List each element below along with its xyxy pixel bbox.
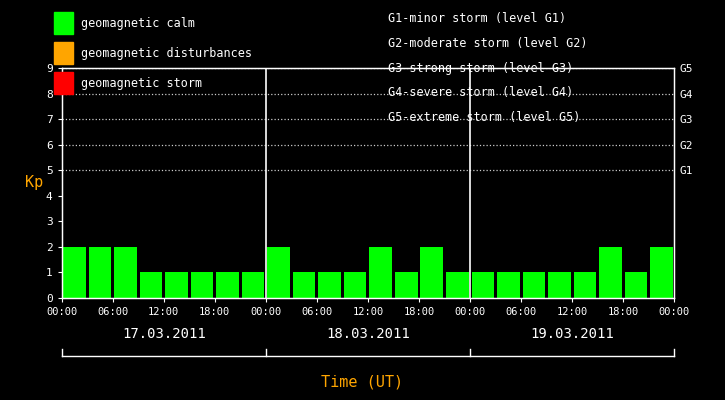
Text: G3-strong storm (level G3): G3-strong storm (level G3)	[388, 62, 573, 74]
Text: G2-moderate storm (level G2): G2-moderate storm (level G2)	[388, 37, 587, 50]
Bar	[395, 272, 418, 298]
Bar	[471, 272, 494, 298]
Text: 18.03.2011: 18.03.2011	[326, 327, 410, 341]
Bar	[676, 247, 698, 298]
Text: G5-extreme storm (level G5): G5-extreme storm (level G5)	[388, 111, 580, 124]
Text: geomagnetic calm: geomagnetic calm	[81, 16, 195, 30]
Text: 17.03.2011: 17.03.2011	[122, 327, 206, 341]
Bar	[242, 272, 265, 298]
Bar	[140, 272, 162, 298]
Bar	[191, 272, 213, 298]
Bar	[420, 247, 443, 298]
Bar	[293, 272, 315, 298]
Bar	[88, 247, 111, 298]
Text: geomagnetic disturbances: geomagnetic disturbances	[81, 46, 252, 60]
Bar	[523, 272, 545, 298]
Text: 19.03.2011: 19.03.2011	[530, 327, 614, 341]
Bar	[268, 247, 290, 298]
Bar	[573, 272, 596, 298]
Text: G4-severe storm (level G4): G4-severe storm (level G4)	[388, 86, 573, 99]
Bar	[599, 247, 622, 298]
Text: geomagnetic storm: geomagnetic storm	[81, 76, 202, 90]
Bar	[344, 272, 366, 298]
Bar	[548, 272, 571, 298]
Bar	[650, 247, 673, 298]
Bar	[370, 247, 392, 298]
Bar	[165, 272, 188, 298]
Text: G1-minor storm (level G1): G1-minor storm (level G1)	[388, 12, 566, 25]
Bar	[625, 272, 647, 298]
Text: Time (UT): Time (UT)	[321, 374, 404, 390]
Bar	[318, 272, 341, 298]
Bar	[63, 247, 86, 298]
Bar	[497, 272, 520, 298]
Bar	[216, 272, 239, 298]
Bar	[114, 247, 137, 298]
Bar	[446, 272, 468, 298]
Text: Kp: Kp	[25, 176, 44, 190]
